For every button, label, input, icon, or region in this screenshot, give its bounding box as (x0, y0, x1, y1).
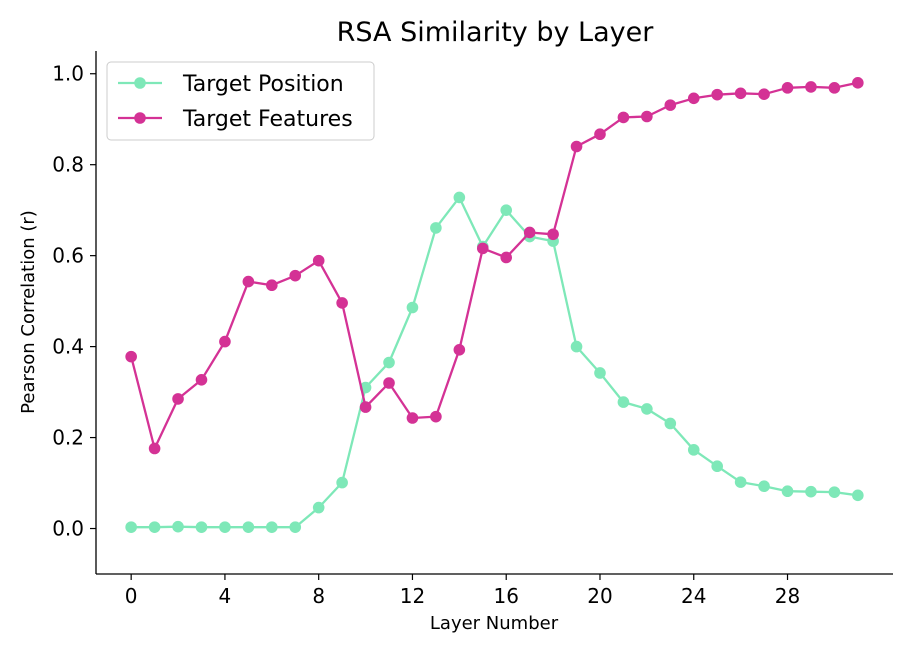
data-point (570, 140, 583, 153)
data-point (500, 251, 513, 264)
legend-frame (106, 61, 375, 141)
data-point (359, 401, 372, 413)
data-point (219, 335, 231, 348)
x-tick-label: 20 (587, 584, 612, 608)
data-point (805, 485, 817, 498)
data-point (570, 340, 583, 353)
data-point (172, 520, 184, 533)
data-point (430, 410, 442, 423)
data-point (711, 460, 723, 473)
data-point (148, 521, 161, 533)
x-tick-label: 24 (681, 584, 706, 608)
data-point (852, 77, 864, 89)
x-tick-label: 28 (775, 584, 800, 608)
data-point (195, 521, 208, 533)
data-point (805, 81, 817, 93)
data-point (828, 486, 841, 498)
y-ticks: 0.0 0.2 0.4 0.6 0.8 1.0 (52, 62, 96, 541)
data-point (641, 403, 653, 415)
series-2 (125, 77, 864, 455)
data-point (336, 297, 348, 309)
x-tick-label: 0 (125, 584, 138, 608)
data-point (266, 521, 278, 533)
data-point (594, 367, 606, 379)
data-point (289, 269, 302, 282)
data-point (828, 82, 841, 94)
data-point (195, 374, 208, 386)
data-point (312, 254, 325, 267)
data-point (336, 476, 348, 489)
data-point (547, 228, 559, 241)
y-tick-label: 0.0 (52, 517, 84, 541)
x-axis-label: Layer Number (430, 613, 559, 634)
data-point (758, 88, 770, 101)
x-tick-label: 12 (400, 584, 425, 608)
data-point (219, 521, 231, 533)
data-point (594, 128, 606, 141)
y-tick-label: 0.8 (52, 153, 84, 177)
data-point (664, 417, 677, 430)
data-point (242, 275, 255, 288)
data-point (734, 87, 747, 100)
y-tick-label: 1.0 (52, 62, 84, 86)
legend-label: Target Position (182, 72, 344, 97)
y-tick-label: 0.4 (52, 335, 84, 359)
data-point (289, 521, 302, 533)
series-layer (125, 77, 864, 533)
data-point (687, 444, 700, 456)
legend-item: Target Features (118, 107, 353, 132)
data-point (453, 191, 466, 204)
data-point (406, 412, 419, 424)
y-axis-label: Pearson Correlation (r) (18, 210, 39, 414)
data-point (172, 393, 184, 405)
data-point (523, 226, 536, 239)
x-tick-label: 4 (219, 584, 232, 608)
data-point (664, 99, 677, 111)
data-point (266, 279, 278, 292)
data-point (687, 92, 700, 105)
legend-label: Target Features (182, 107, 353, 132)
data-point (430, 222, 442, 234)
data-point (711, 88, 723, 101)
data-point (242, 521, 255, 533)
data-point (758, 480, 770, 493)
y-tick-label: 0.2 (52, 426, 84, 450)
data-point (617, 111, 630, 124)
data-point (125, 521, 137, 533)
series-line (131, 196, 858, 529)
legend: Target Position Target Features (106, 61, 375, 141)
data-point (406, 301, 419, 314)
data-point (852, 489, 864, 502)
data-point (781, 82, 794, 94)
data-point (500, 204, 513, 216)
data-point (383, 377, 395, 389)
data-point (148, 442, 161, 455)
y-tick-label: 0.6 (52, 244, 84, 268)
data-point (125, 350, 137, 363)
data-point (453, 343, 466, 356)
data-point (781, 485, 794, 498)
data-point (617, 396, 630, 408)
data-point (476, 242, 489, 255)
data-point (383, 356, 395, 369)
legend-marker (134, 77, 146, 89)
x-ticks: 0 4 8 12 16 20 24 28 (125, 574, 800, 608)
data-point (312, 501, 325, 514)
data-point (641, 110, 653, 123)
data-point (734, 476, 747, 488)
legend-item: Target Position (118, 72, 344, 97)
x-tick-label: 8 (312, 584, 325, 608)
chart-title: RSA Similarity by Layer (337, 17, 655, 48)
x-tick-label: 16 (493, 584, 518, 608)
legend-marker (134, 112, 146, 124)
series-1 (125, 191, 864, 533)
